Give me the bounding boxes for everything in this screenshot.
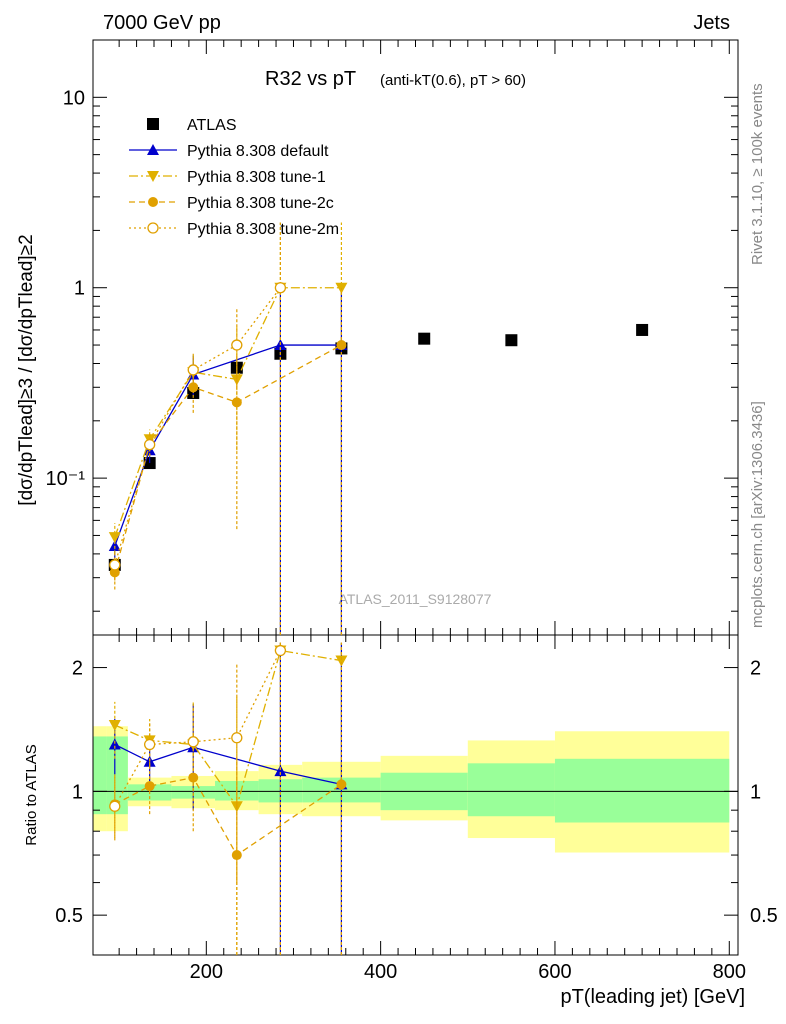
green-band-segment [93, 736, 107, 815]
main-point [108, 540, 121, 552]
ratio-y-axis-label: Ratio to ATLAS [23, 744, 40, 845]
x-tick-label: 600 [538, 961, 571, 983]
ratio-point [231, 732, 243, 744]
main-point [144, 438, 156, 451]
main-point [231, 339, 243, 351]
main-y-tick-label: 10 [63, 87, 85, 109]
x-tick-label: 400 [364, 961, 397, 983]
main-line [114, 287, 281, 566]
ratio-line [114, 649, 342, 808]
legend-marker [147, 144, 159, 155]
main-point [336, 340, 347, 351]
legend-marker [147, 222, 159, 234]
legend-label: Pythia 8.308 tune-1 [187, 169, 326, 186]
x-tick-label: 200 [190, 961, 223, 983]
header-right-text: Jets [693, 12, 730, 34]
ratio-point [108, 719, 121, 731]
main-point [187, 364, 199, 376]
main-point [505, 334, 518, 347]
main-point [108, 532, 121, 544]
ratio-y-tick-label: 1 [72, 781, 83, 803]
ratio-y-tick-label-right: 1 [750, 781, 761, 803]
ratio-point [109, 800, 121, 812]
ratio-series-layer [108, 642, 348, 955]
green-band-segment [467, 763, 555, 817]
ratio-point [274, 765, 287, 777]
main-line [114, 287, 342, 538]
legend-label: ATLAS [187, 117, 237, 134]
main-point [231, 397, 242, 408]
main-point [274, 282, 287, 294]
legend: ATLAS Pythia 8.308 default Pythia 8.308 tu… [129, 117, 339, 238]
main-series-layer [108, 222, 649, 635]
ratio-point [144, 738, 156, 751]
x-axis-label: pT(leading jet) [GeV] [560, 986, 745, 1008]
main-y-axis-label: [dσ/dpTlead]≥3 / [dσ/dpTlead]≥2 [16, 234, 37, 505]
legend-marker [147, 171, 159, 182]
ratio-point [336, 779, 347, 790]
main-point [636, 323, 649, 336]
green-band-segment [106, 736, 128, 815]
legend-label: Pythia 8.308 tune-2m [187, 221, 339, 238]
legend-label: Pythia 8.308 tune-2c [187, 195, 334, 212]
green-band-segment [554, 758, 730, 823]
main-y-tick-label: 1 [74, 278, 85, 300]
main-chart-title: R32 vs pT [265, 68, 356, 90]
ratio-point [335, 655, 348, 667]
ratio-point [144, 781, 155, 792]
main-point [109, 559, 121, 571]
mcplots-reference-text: mcplots.cern.ch [arXiv:1306.3436] [749, 401, 766, 628]
main-y-tick-label: 10⁻¹ [46, 468, 86, 490]
ratio-y-tick-label: 2 [72, 658, 83, 680]
ratio-y-tick-label-right: 2 [750, 658, 761, 680]
main-chart-subtitle: (anti-kT(0.6), pT > 60) [380, 72, 526, 89]
legend-marker [148, 197, 158, 207]
main-point [418, 332, 431, 345]
ratio-point [274, 644, 287, 657]
analysis-watermark: ATLAS_2011_S9128077 [339, 591, 492, 607]
legend-label: Pythia 8.308 default [187, 143, 329, 160]
axis-ticks: 10⁻¹ 1 10 0.5 0.5 1 1 2 2 200 400 600 800 [46, 39, 778, 983]
legend-marker [147, 118, 159, 130]
x-tick-label: 800 [713, 961, 746, 983]
ratio-point [188, 772, 199, 783]
header-left-text: 7000 GeV pp [103, 12, 221, 34]
ratio-point [187, 736, 199, 748]
ratio-y-tick-label: 0.5 [55, 905, 83, 927]
ratio-point [108, 738, 121, 750]
rivet-version-text: Rivet 3.1.10, ≥ 100k events [749, 83, 766, 265]
ratio-y-tick-label-right: 0.5 [750, 905, 778, 927]
ratio-line [114, 650, 281, 807]
